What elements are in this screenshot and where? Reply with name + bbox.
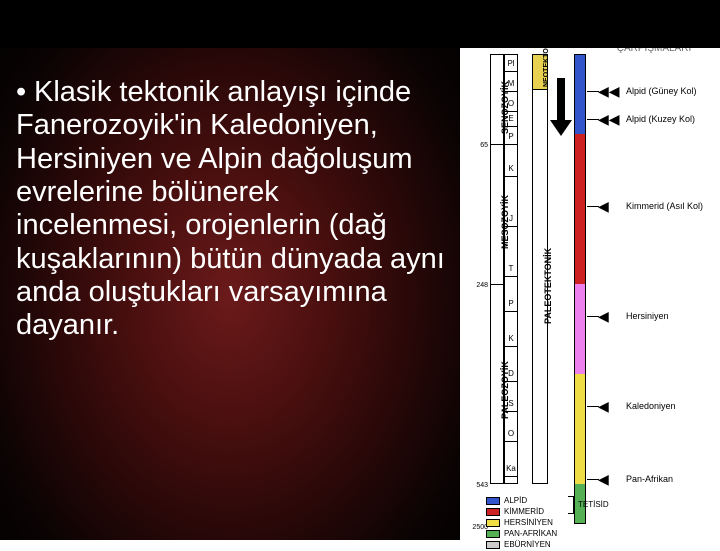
period-divider [504, 381, 518, 382]
tectonic-label-paleo: PALEOTEKTONİK [543, 248, 553, 324]
period-label: S [505, 399, 517, 408]
period-label: O [505, 429, 517, 438]
bullet-marker: • [16, 76, 34, 109]
period-divider [504, 441, 518, 442]
scale-tick: 65 [468, 142, 488, 149]
collision-arrow-icon: ◀◀ [598, 112, 620, 126]
period-divider [504, 91, 518, 92]
collision-label: Hersiniyen [626, 311, 669, 321]
stratigraphic-chart: SENOZOYİK MESOZOYİK PALEOZOYİK PlMOEPKJT… [470, 54, 710, 490]
legend-swatch [486, 530, 500, 538]
legend-label: HERSİNİYEN [504, 518, 553, 527]
legend-group-label: TETİSİD [578, 500, 609, 509]
period-label: K [505, 164, 517, 173]
era-divider [490, 284, 504, 285]
collision-arrow-icon: ◀ [598, 199, 609, 213]
period-label: P [505, 299, 517, 308]
period-label: M [505, 79, 517, 88]
scale-tick: 543 [468, 482, 488, 489]
legend-item: EBÜRNİYEN [486, 540, 706, 549]
period-label: O [505, 99, 517, 108]
legend-swatch [486, 497, 500, 505]
period-label: T [505, 264, 517, 273]
period-label: J [505, 214, 517, 223]
collision-line [587, 206, 599, 207]
period-label: Pl [505, 59, 517, 68]
period-divider [504, 126, 518, 127]
era-divider [490, 144, 504, 145]
bullet-paragraph: •Klasik tektonik anlayışı içinde Faneroz… [16, 76, 446, 343]
collision-line [587, 91, 599, 92]
legend: ALPİD KİMMERİD HERSİNİYEN PAN-AFRİKAN EBÜRNİ… [486, 496, 706, 551]
collision-arrow-icon: ◀◀ [598, 84, 620, 98]
legend-label: EBÜRNİYEN [504, 540, 551, 549]
tectonic-divider [532, 89, 548, 90]
period-divider [504, 311, 518, 312]
collision-label: Pan-Afrikan [626, 474, 673, 484]
period-divider [504, 276, 518, 277]
left-panel: •Klasik tektonik anlayışı içinde Faneroz… [0, 0, 460, 540]
period-label: E [505, 114, 517, 123]
title-bar [0, 0, 720, 48]
body-text: Klasik tektonik anlayışı içinde Fanerozo… [16, 76, 445, 341]
legend-label: PAN-AFRİKAN [504, 529, 557, 538]
collision-line [587, 316, 599, 317]
period-divider [504, 144, 518, 145]
legend-swatch [486, 541, 500, 549]
period-divider [504, 71, 518, 72]
period-label: Ka [505, 464, 517, 473]
period-divider [504, 111, 518, 112]
collision-label: Alpid (Güney Kol) [626, 86, 697, 96]
period-divider [504, 476, 518, 477]
collision-arrow-icon: ◀ [598, 309, 609, 323]
collision-label: Kaledoniyen [626, 401, 676, 411]
legend-item: PAN-AFRİKAN [486, 529, 706, 538]
diagram-panel: Doç. Dr. Yaşar EREN ÖNEMLİ KITA-KITA ÇAR… [460, 0, 720, 540]
legend-swatch [486, 519, 500, 527]
collision-arrow-icon: ◀ [598, 472, 609, 486]
period-divider [504, 226, 518, 227]
period-label: P [505, 132, 517, 141]
collision-arrow-icon: ◀ [598, 399, 609, 413]
collision-label: Alpid (Kuzey Kol) [626, 114, 695, 124]
orogen-column-border [574, 54, 586, 524]
legend-bracket [568, 496, 574, 514]
collision-line [587, 406, 599, 407]
period-label: D [505, 369, 517, 378]
collision-line [587, 119, 599, 120]
collision-line [587, 479, 599, 480]
legend-item: HERSİNİYEN [486, 518, 706, 527]
collision-label: Kimmerid (Asıl Kol) [626, 201, 703, 211]
legend-label: ALPİD [504, 496, 527, 505]
period-divider [504, 411, 518, 412]
slide: •Klasik tektonik anlayışı içinde Faneroz… [0, 0, 720, 540]
arrow-down-icon [550, 78, 572, 143]
period-label: K [505, 334, 517, 343]
scale-tick: 248 [468, 282, 488, 289]
legend-swatch [486, 508, 500, 516]
period-divider [504, 176, 518, 177]
legend-label: KİMMERİD [504, 507, 544, 516]
period-divider [504, 346, 518, 347]
scale-tick: 2500 [468, 524, 488, 531]
